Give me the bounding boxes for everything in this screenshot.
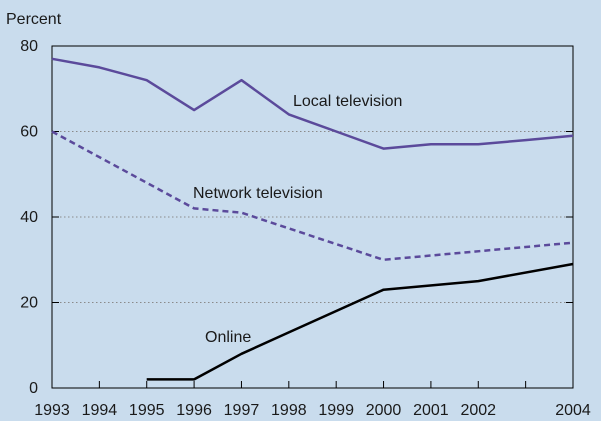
x-tick-label-1997: 1997 [224, 402, 260, 419]
x-tick-label-1995: 1995 [129, 402, 165, 419]
series-label-online: Online [205, 329, 251, 346]
gridlines [52, 131, 573, 303]
x-tick-label-1993: 1993 [34, 402, 70, 419]
y-tick-label-40: 40 [20, 209, 38, 226]
y-tick-label-80: 80 [20, 38, 38, 55]
x-tick-label-2001: 2001 [413, 402, 449, 419]
x-axis-ticks: 1993 1994 1995 1996 1997 1998 1999 2000 2001 2002… [34, 381, 591, 419]
series-line-online [146, 262, 574, 381]
series-line-network-television [51, 130, 574, 262]
x-tick-label-1996: 1996 [176, 402, 212, 419]
y-axis-ticks: 0 20 40 60 80 [20, 38, 573, 397]
y-tick-label-0: 0 [29, 380, 38, 397]
x-tick-label-1994: 1994 [82, 402, 118, 419]
x-tick-label-2000: 2000 [366, 402, 402, 419]
x-tick-label-2002: 2002 [460, 402, 496, 419]
x-tick-label-1998: 1998 [271, 402, 307, 419]
x-tick-label-2004: 2004 [555, 402, 591, 419]
series-label-network-television: Network television [193, 185, 323, 202]
x-tick-label-1999: 1999 [318, 402, 354, 419]
series-label-local-television: Local television [293, 93, 402, 110]
y-tick-label-20: 20 [20, 295, 38, 312]
series-line-local-television [51, 57, 574, 150]
y-tick-label-60: 60 [20, 124, 38, 141]
series-lines [51, 57, 574, 381]
y-axis-title: Percent [6, 11, 62, 28]
